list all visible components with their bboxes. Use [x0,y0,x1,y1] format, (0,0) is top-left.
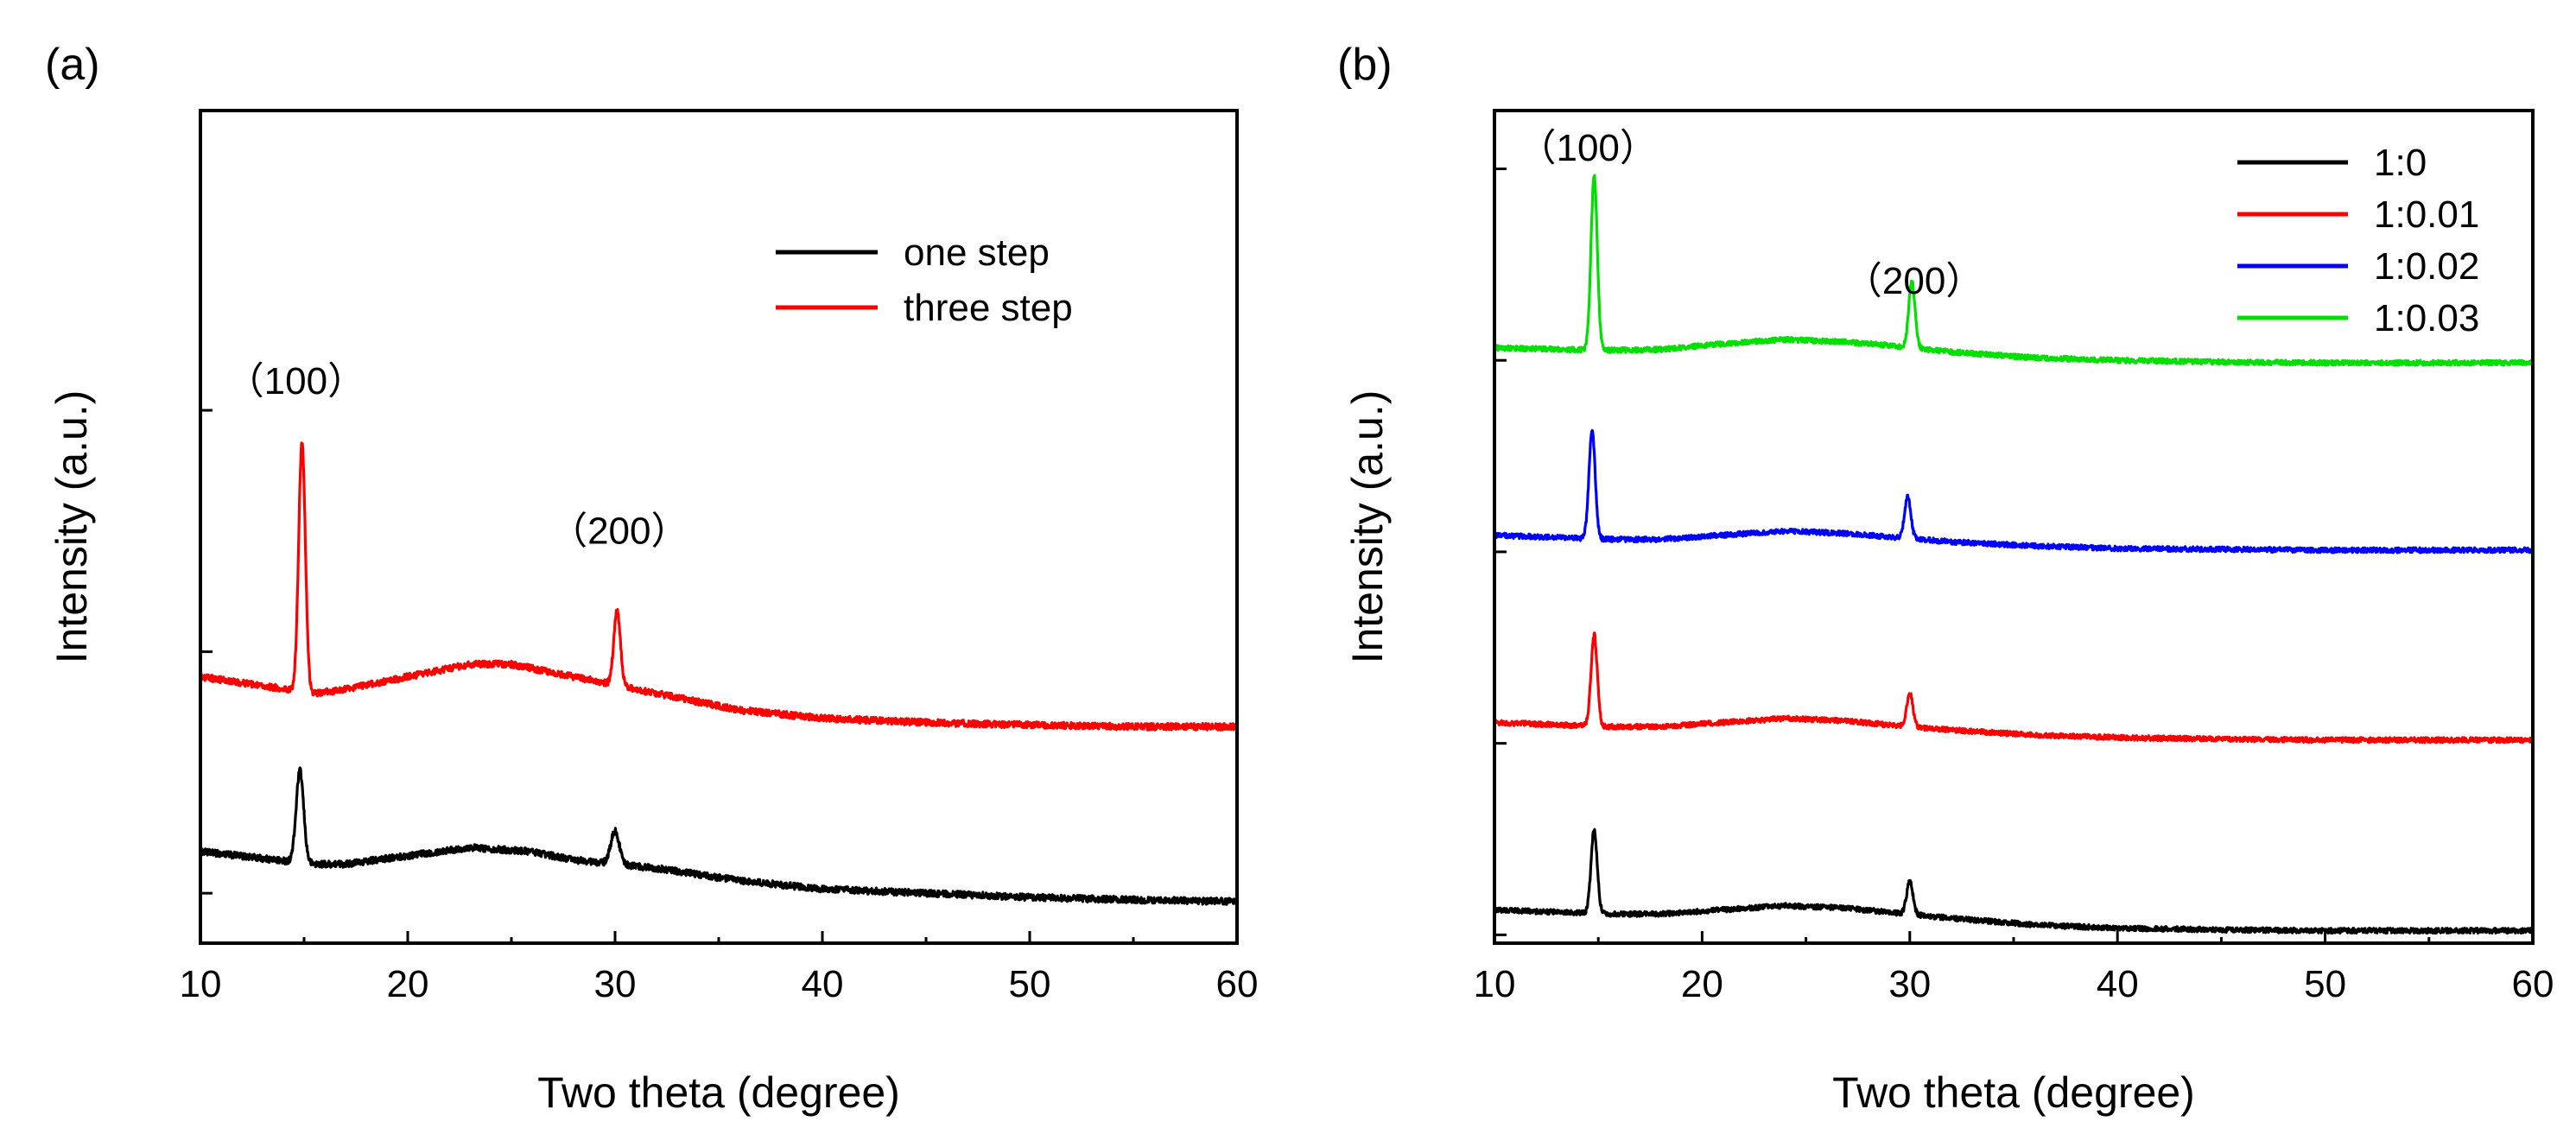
series-line-1-0-02 [1493,428,2535,554]
x-tick-label: 30 [594,963,637,1005]
legend: 1:0 1:0.01 1:0.02 1:0.03 [2237,142,2479,339]
legend-label: 1:0 [2374,142,2427,184]
peak-annotation: （100） [226,360,365,402]
x-tick-label: 40 [2097,963,2139,1005]
peak-annotation: （100） [1518,127,1657,169]
y-axis-title: Intensity (a.u.) [1343,390,1392,664]
series-line-three-step [199,441,1239,732]
x-axis-title: Two theta (degree) [1832,1068,2195,1117]
x-tick-label: 60 [1216,963,1259,1005]
x-tick-label: 60 [2512,963,2554,1005]
x-tick-label: 10 [180,963,222,1005]
panel-a: (a) 10 20 30 40 50 60 Two theta (degree) Intensi… [45,40,1258,1117]
legend-label: 1:0.01 [2374,193,2479,236]
series-line-1-0-03 [1493,174,2535,367]
panel-label: (a) [45,40,100,90]
peak-annotation: （200） [549,510,688,552]
x-tick-label: 20 [387,963,429,1005]
x-tick-label: 50 [2304,963,2346,1005]
y-axis-title: Intensity (a.u.) [48,390,96,664]
legend: one step three step [776,231,1073,329]
legend-label: 1:0.03 [2374,297,2479,339]
legend-label: one step [904,231,1050,274]
x-tick-label: 50 [1009,963,1051,1005]
x-tick-label: 10 [1474,963,1516,1005]
panel-b: (b) 10 20 30 40 50 60 Two theta (degree) Intensi… [1337,40,2554,1117]
series-line-1-0 [1493,827,2535,935]
plot-frame [199,109,1239,945]
x-tick-label: 40 [802,963,844,1005]
panel-label: (b) [1337,40,1393,90]
legend-label: 1:0.02 [2374,245,2479,288]
peak-annotation: （200） [1844,260,1983,302]
series-line-one-step [199,766,1239,906]
legend-label: three step [904,287,1073,329]
x-tick-label: 20 [1681,963,1723,1005]
series-line-1-0-01 [1493,631,2535,745]
x-axis-title: Two theta (degree) [537,1068,900,1117]
x-tick-label: 30 [1888,963,1931,1005]
